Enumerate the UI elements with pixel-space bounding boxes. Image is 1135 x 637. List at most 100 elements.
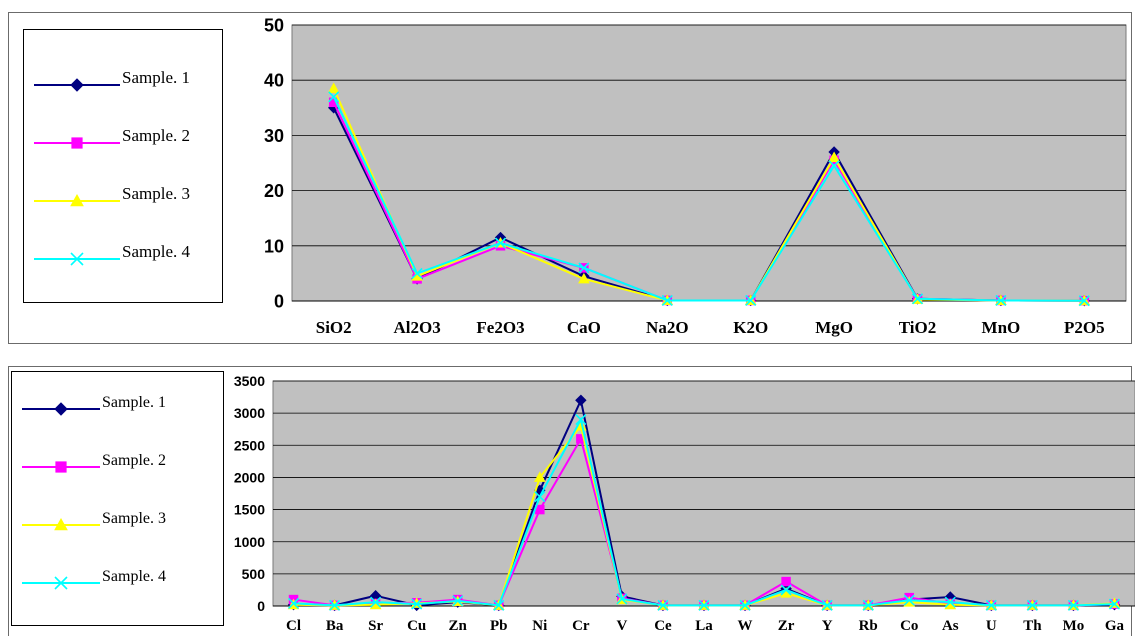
data-point [828,160,840,172]
data-point [862,599,874,611]
data-point [781,576,791,587]
legend-marker [70,78,84,92]
legend-marker [70,193,84,207]
x-tick-label: Cr [572,618,590,634]
legend-label: Sample. 3 [102,510,166,527]
legend-label: Sample. 4 [102,568,166,585]
data-point [911,293,924,305]
data-point [533,471,546,482]
legend-entry-1: Sample. 1 [22,394,166,416]
data-point [828,151,840,162]
data-point [739,599,751,611]
x-tick-label: Co [900,618,918,634]
y-tick-label: 0 [257,598,265,614]
y-tick-label: 2000 [234,469,265,485]
legend-entry-4: Sample. 4 [34,242,190,266]
x-tick-label: Cl [286,618,301,634]
x-tick-label: SiO2 [316,318,352,337]
data-point [578,262,590,274]
x-tick-label: MgO [815,318,853,337]
x-tick-label: As [942,618,959,634]
x-tick-label: Al2O3 [393,318,440,337]
data-point [1067,599,1079,611]
data-point [821,599,833,611]
x-tick-label: Ni [532,618,547,634]
x-tick-label: Th [1023,618,1042,634]
data-point [329,599,341,611]
y-tick-label: 1000 [234,534,265,550]
chart-1-legend: Sample. 1 Sample. 2 Sample. 3 Sample. 4 [23,29,223,303]
x-tick-label: U [986,618,997,634]
legend-label: Sample. 1 [122,68,190,87]
legend-marker [55,461,67,473]
x-tick-label: MnO [982,318,1021,337]
x-tick-label: TiO2 [899,318,936,337]
x-tick-label: K2O [733,318,768,337]
data-point [1108,598,1121,610]
x-tick-label: Na2O [646,318,689,337]
data-point [944,596,956,608]
x-tick-label: Pb [490,618,508,634]
data-point [657,599,669,611]
x-tick-label: Ba [326,618,344,634]
y-tick-label: 1500 [234,502,265,518]
legend-marker [54,576,68,590]
data-point [995,294,1007,307]
x-tick-label: V [616,618,627,634]
legend-entry-2: Sample. 2 [34,126,190,149]
series-line [332,96,1085,302]
x-tick-label: Ce [654,618,672,634]
legend-entry-3: Sample. 3 [34,184,190,207]
data-point [287,597,300,609]
y-tick-label: 30 [264,126,284,146]
x-tick-label: CaO [567,318,601,337]
series-4 [328,91,1090,307]
x-tick-label: La [695,618,713,634]
x-tick-label: Cu [407,618,426,634]
data-point [1078,295,1090,307]
data-point [493,599,505,611]
data-point [327,82,340,93]
legend-marker [54,402,68,416]
data-point [370,596,382,608]
x-tick-label: Fe2O3 [476,318,524,337]
legend-entry-4: Sample. 4 [22,568,166,590]
legend-label: Sample. 2 [122,126,190,145]
chart-2-legend: Sample. 1 Sample. 2 Sample. 3 Sample. 4 [11,371,224,626]
data-point [534,491,546,503]
legend-marker [54,517,68,531]
data-point [616,593,628,605]
legend-label: Sample. 3 [122,184,190,203]
data-point [903,594,915,606]
x-tick-label: Sr [368,618,383,634]
legend-marker [71,137,83,149]
y-tick-label: 20 [264,181,284,201]
y-tick-label: 0 [274,291,284,311]
x-tick-label: Rb [859,618,878,634]
data-point [411,267,423,279]
data-point [985,599,997,611]
data-point [661,294,673,307]
y-tick-label: 3000 [234,405,265,421]
y-tick-label: 2500 [234,437,265,453]
y-tick-label: 50 [264,15,284,35]
chart-1-svg: 0 10 20 30 40 50 SiO2 Al2O3 Fe2O3 CaO Na2O K2O MgO Ti… [264,15,1127,337]
y-tick-label: 40 [264,71,284,91]
legend-entry-2: Sample. 2 [22,452,166,473]
x-tick-label: Ga [1105,618,1125,634]
legend-entry-3: Sample. 3 [22,510,166,531]
legend-entry-1: Sample. 1 [34,68,190,92]
x-tick-label: Zr [778,618,795,634]
data-point [452,595,464,607]
x-tick-label: W [738,618,753,634]
data-point [411,598,423,610]
trace-elements-chart: Sample. 1 Sample. 2 Sample. 3 Sample. 4 0 50… [8,366,1135,636]
data-point [698,599,710,611]
plot-area [291,24,1127,302]
y-tick-label: 500 [242,566,266,582]
data-point [1108,597,1121,608]
x-tick-label: Y [822,618,833,634]
data-point [494,237,507,249]
legend-marker [70,252,84,266]
data-point [780,584,792,596]
